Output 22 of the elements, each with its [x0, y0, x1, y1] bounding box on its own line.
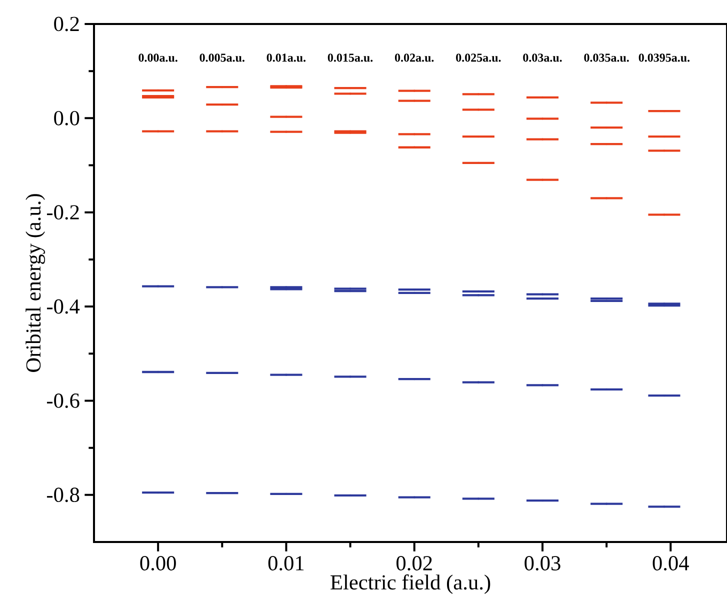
x-tick-label: 0.04	[652, 556, 689, 571]
annotation: 0.025a.u.	[456, 54, 501, 62]
y-tick-label: -0.8	[46, 488, 80, 502]
y-tick-label: -0.2	[46, 205, 79, 220]
x-tick-label: 0.01	[268, 556, 304, 571]
x-tick-label: 0.02	[396, 556, 432, 571]
x-tick-label: 0.03	[524, 556, 560, 571]
annotation: 0.035a.u.	[584, 54, 629, 62]
y-axis-title: Oribital energy (a.u.)	[26, 194, 46, 372]
x-tick-label: 0.00	[140, 556, 176, 571]
y-tick-label: -0.6	[46, 393, 80, 408]
x-axis-title: Electric field (a.u.)	[330, 574, 490, 594]
annotation: 0.02a.u.	[394, 54, 434, 62]
annotation: 0.01a.u.	[266, 54, 306, 62]
annotation: 0.0395a.u.	[638, 54, 690, 62]
annotation: 0.015a.u.	[328, 54, 373, 62]
y-tick-label: 0.2	[54, 16, 79, 32]
annotation: 0.00a.u.	[138, 54, 178, 62]
y-tick-label: -0.4	[46, 299, 80, 314]
annotation: 0.03a.u.	[523, 54, 562, 62]
annotation: 0.005a.u.	[200, 54, 244, 62]
y-tick-label: 0.0	[54, 110, 80, 126]
